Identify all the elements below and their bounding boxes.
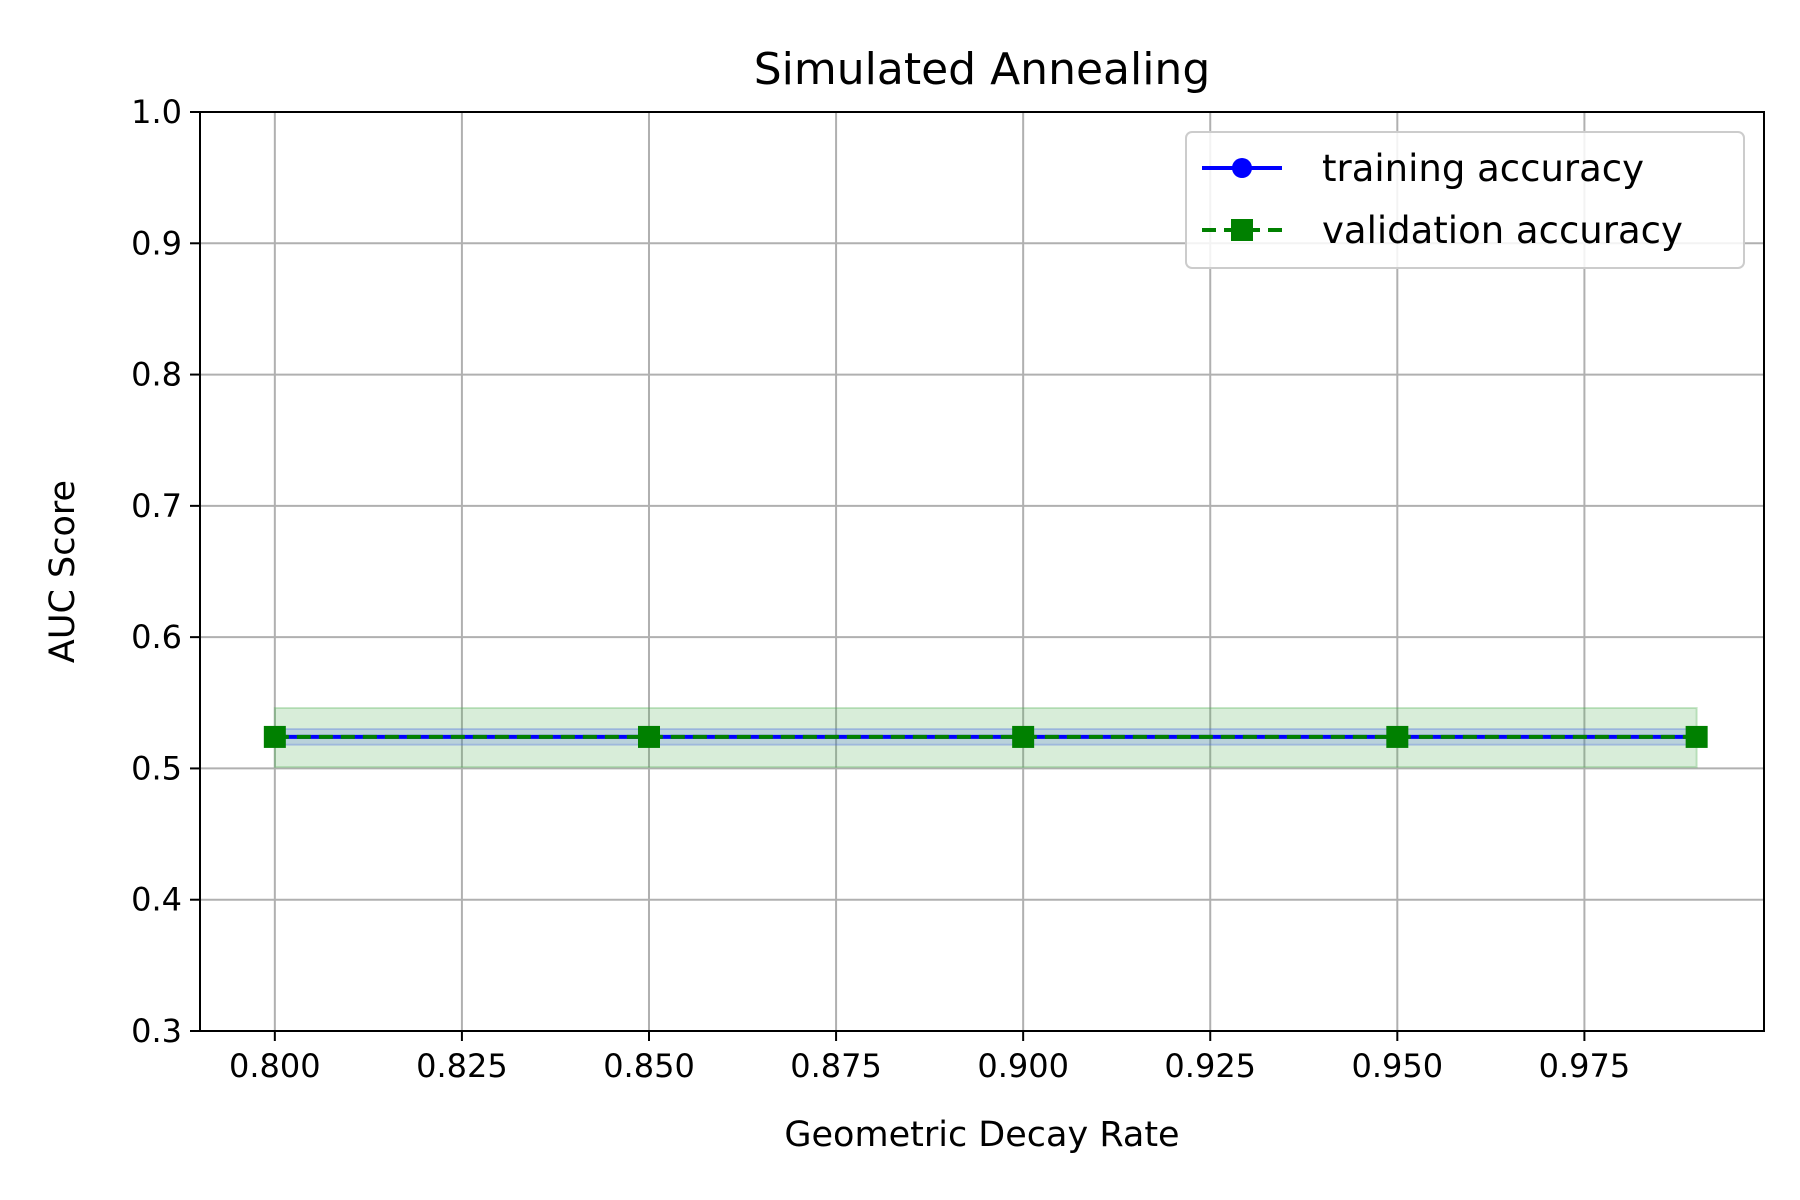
x-tick-label: 0.800 xyxy=(229,1047,321,1085)
legend-label-training-accuracy: training accuracy xyxy=(1322,147,1644,190)
y-tick-label: 1.0 xyxy=(131,93,182,131)
legend-marker-validation-accuracy xyxy=(1231,219,1253,241)
legend: training accuracy validation accuracy xyxy=(1185,131,1745,269)
x-tick-label: 0.825 xyxy=(416,1047,508,1085)
data-series xyxy=(263,725,1708,748)
y-tick-label: 0.9 xyxy=(131,224,182,262)
y-tick-label: 0.6 xyxy=(131,618,182,656)
legend-label-validation-accuracy: validation accuracy xyxy=(1322,209,1683,252)
point-validation-accuracy xyxy=(263,725,286,748)
y-tick-label: 0.4 xyxy=(131,881,182,919)
x-tick-label: 0.875 xyxy=(790,1047,882,1085)
point-validation-accuracy xyxy=(637,725,660,748)
x-tick-label: 0.925 xyxy=(1164,1047,1256,1085)
x-tick-label: 0.900 xyxy=(977,1047,1069,1085)
y-axis-label: AUC Score xyxy=(43,480,83,663)
point-validation-accuracy xyxy=(1012,725,1035,748)
y-tick-label: 0.7 xyxy=(131,487,182,525)
y-axis-ticks: 0.3 0.4 0.5 0.6 0.7 0.8 0.9 1.0 xyxy=(131,93,200,1050)
x-tick-label: 0.950 xyxy=(1352,1047,1444,1085)
legend-marker-training-accuracy xyxy=(1232,158,1252,178)
x-axis-label: Geometric Decay Rate xyxy=(784,1115,1179,1155)
chart-title: Simulated Annealing xyxy=(754,44,1211,95)
y-tick-label: 0.3 xyxy=(131,1012,182,1050)
x-tick-label: 0.850 xyxy=(603,1047,695,1085)
plot-frame xyxy=(199,111,1765,1032)
y-tick-label: 0.5 xyxy=(131,749,182,787)
point-validation-accuracy xyxy=(1386,725,1409,748)
y-tick-label: 0.8 xyxy=(131,356,182,394)
legend-box xyxy=(1185,131,1745,269)
point-validation-accuracy xyxy=(1685,725,1708,748)
x-axis-ticks: 0.800 0.825 0.850 0.875 0.900 0.925 0.950 0.975 xyxy=(229,1031,1630,1085)
x-tick-label: 0.975 xyxy=(1539,1047,1631,1085)
